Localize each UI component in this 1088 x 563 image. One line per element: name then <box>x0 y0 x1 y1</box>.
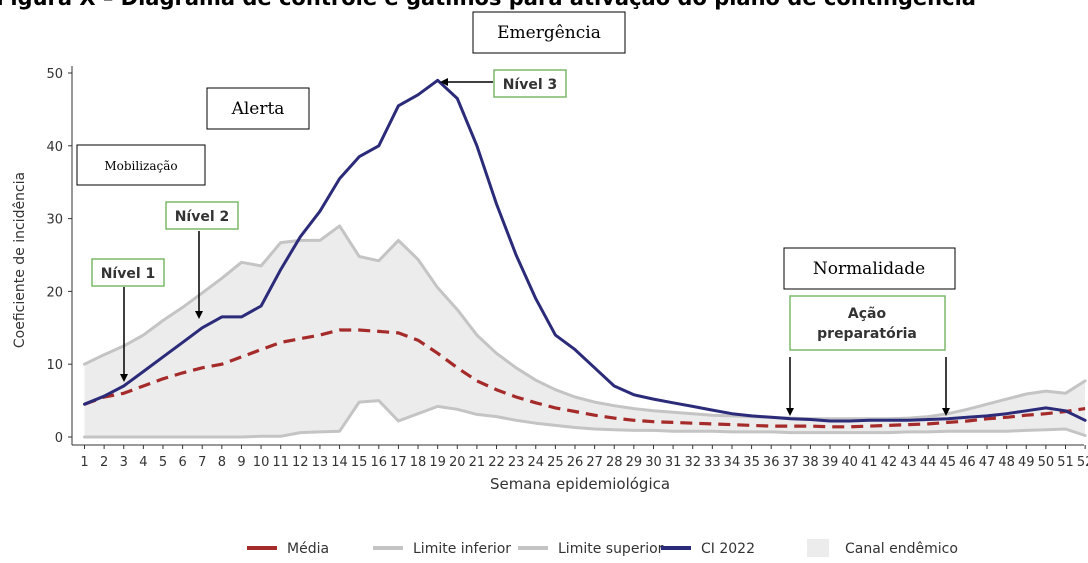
normalidade-box: Normalidade <box>783 247 956 290</box>
acao-preparatoria-box: Ação preparatória <box>789 295 946 351</box>
x-tick-label: 42 <box>881 455 898 470</box>
x-tick-label: 31 <box>665 455 682 470</box>
y-tick-label: 0 <box>55 431 63 446</box>
mobilizacao-label: Mobilização <box>104 159 177 173</box>
x-tick-label: 39 <box>822 455 839 470</box>
endemic-band-layer <box>84 225 1086 437</box>
nivel1-box: Nível 1 <box>91 258 165 287</box>
x-tick-label: 13 <box>312 455 329 470</box>
x-tick-label: 20 <box>449 455 466 470</box>
x-tick-label: 47 <box>979 455 996 470</box>
y-ticks: 0 10 20 30 40 50 <box>46 67 72 446</box>
endemic-band <box>84 225 1086 437</box>
x-tick-label: 14 <box>331 455 348 470</box>
x-tick-label: 4 <box>139 455 147 470</box>
x-tick-label: 23 <box>508 455 525 470</box>
x-tick-label: 37 <box>783 455 800 470</box>
nivel1-label: Nível 1 <box>101 266 156 282</box>
x-axis-label: Semana epidemiológica <box>490 475 670 493</box>
legend-label-canal-endemico: Canal endêmico <box>845 541 958 557</box>
x-tick-label: 16 <box>371 455 388 470</box>
x-tick-label: 46 <box>959 455 976 470</box>
legend-label-media: Média <box>287 541 329 557</box>
x-tick-label: 41 <box>861 455 878 470</box>
x-tick-label: 26 <box>567 455 584 470</box>
x-tick-label: 35 <box>743 455 760 470</box>
emergencia-box: Emergência <box>472 11 626 54</box>
alerta-label: Alerta <box>231 99 285 119</box>
legend-label-limite-superior: Limite superior <box>558 541 664 557</box>
x-tick-label: 2 <box>100 455 108 470</box>
x-tick-label: 25 <box>547 455 564 470</box>
y-tick-label: 50 <box>46 67 63 82</box>
x-tick-label: 17 <box>390 455 407 470</box>
x-tick-label: 52 <box>1077 455 1088 470</box>
x-tick-label: 43 <box>900 455 917 470</box>
series-line-ci-2022 <box>83 78 1087 423</box>
x-tick-label: 24 <box>527 455 544 470</box>
y-tick-label: 10 <box>46 358 63 373</box>
x-tick-label: 28 <box>606 455 623 470</box>
x-tick-label: 49 <box>1018 455 1035 470</box>
nivel3-label: Nível 3 <box>503 77 558 93</box>
x-tick-label: 9 <box>237 455 245 470</box>
x-tick-label: 18 <box>410 455 427 470</box>
x-tick-label: 30 <box>645 455 662 470</box>
x-tick-label: 1 <box>80 455 88 470</box>
x-tick-label: 29 <box>626 455 643 470</box>
legend-swatch-canal-endemico <box>807 539 829 557</box>
x-ticks: 1 2 3 4 5 6 7 8 9 10 11 12 13 14 15 16 17 18 19 20 21 22 23 24 2… <box>80 445 1088 470</box>
x-tick-label: 34 <box>724 455 741 470</box>
nivel3-box: Nível 3 <box>493 69 567 98</box>
x-tick-label: 38 <box>802 455 819 470</box>
acao-label-line1: Ação <box>848 306 887 322</box>
x-tick-label: 36 <box>763 455 780 470</box>
chart-legend: Média Limite inferior Limite superior CI 20… <box>247 539 958 557</box>
x-tick-label: 8 <box>218 455 226 470</box>
series-layer <box>83 78 1087 439</box>
x-tick-label: 32 <box>684 455 701 470</box>
series-line-limite-inferior <box>83 399 1087 439</box>
x-tick-label: 51 <box>1057 455 1074 470</box>
x-tick-label: 10 <box>253 455 270 470</box>
nivel2-label: Nível 2 <box>175 209 230 225</box>
x-tick-label: 21 <box>469 455 486 470</box>
y-tick-label: 20 <box>46 285 63 300</box>
x-tick-label: 40 <box>841 455 858 470</box>
mobilizacao-box: Mobilização <box>76 144 206 186</box>
y-tick-label: 40 <box>46 140 63 155</box>
y-axis-label: Coeficiente de incidência <box>12 172 28 348</box>
x-tick-label: 50 <box>1038 455 1055 470</box>
x-tick-label: 45 <box>940 455 957 470</box>
x-tick-label: 5 <box>159 455 167 470</box>
page-title: Figura X – Diagrama de controle e gatilh… <box>0 0 976 10</box>
nivel2-box: Nível 2 <box>165 201 239 230</box>
x-tick-label: 22 <box>488 455 505 470</box>
x-tick-label: 7 <box>198 455 206 470</box>
alerta-box: Alerta <box>206 87 310 130</box>
legend-label-ci-2022: CI 2022 <box>701 541 755 557</box>
x-tick-label: 15 <box>351 455 368 470</box>
x-tick-label: 48 <box>998 455 1015 470</box>
y-tick-label: 30 <box>46 213 63 228</box>
emergencia-label: Emergência <box>497 23 601 43</box>
x-tick-label: 27 <box>586 455 603 470</box>
x-tick-label: 44 <box>920 455 937 470</box>
x-tick-label: 19 <box>429 455 446 470</box>
acao-label-line2: preparatória <box>817 326 917 342</box>
x-tick-label: 12 <box>292 455 309 470</box>
series-line-media <box>83 328 1086 429</box>
normalidade-label: Normalidade <box>813 259 925 279</box>
x-tick-label: 11 <box>272 455 289 470</box>
x-tick-label: 3 <box>120 455 128 470</box>
series-line-limite-superior <box>83 224 1087 421</box>
legend-label-limite-inferior: Limite inferior <box>413 541 511 557</box>
x-tick-label: 6 <box>178 455 186 470</box>
x-tick-label: 33 <box>704 455 721 470</box>
